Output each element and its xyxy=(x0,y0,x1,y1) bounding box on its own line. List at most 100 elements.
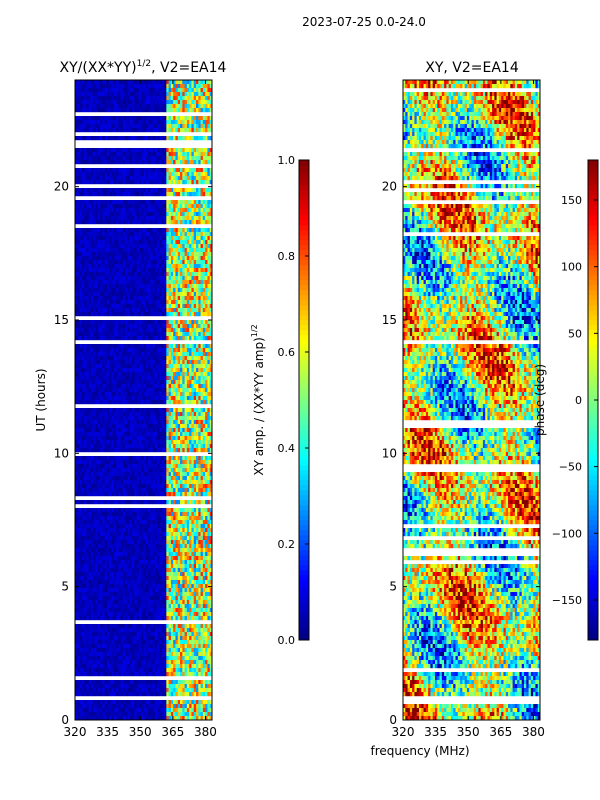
heatmap-cell xyxy=(200,300,204,305)
heatmap-cell xyxy=(90,292,94,297)
heatmap-cell xyxy=(193,400,197,405)
heatmap-cell xyxy=(161,172,165,177)
heatmap-cell xyxy=(180,208,183,213)
heatmap-cell xyxy=(150,436,154,441)
heatmap-cell xyxy=(170,396,174,401)
heatmap-cell xyxy=(157,360,160,365)
heatmap-cell xyxy=(109,232,112,237)
heatmap-cell xyxy=(157,368,160,373)
heatmap-cell xyxy=(111,336,115,341)
heatmap-cell xyxy=(113,324,117,329)
heatmap-cell xyxy=(120,380,124,385)
heatmap-cell xyxy=(175,396,179,401)
heatmap-cell xyxy=(120,160,124,165)
heatmap-cell xyxy=(143,220,147,225)
heatmap-cell xyxy=(143,312,147,317)
heatmap-cell xyxy=(116,288,119,293)
heatmap-cell xyxy=(157,180,160,185)
heatmap-cell xyxy=(93,308,96,313)
heatmap-cell xyxy=(209,248,213,253)
heatmap-cell xyxy=(127,408,131,413)
heatmap-cell xyxy=(180,436,183,441)
heatmap-cell xyxy=(86,240,90,245)
heatmap-cell xyxy=(186,148,190,153)
heatmap-cell xyxy=(186,276,190,281)
heatmap-cell xyxy=(93,244,96,249)
heatmap-cell xyxy=(84,236,87,241)
heatmap-cell xyxy=(88,288,92,293)
heatmap-cell xyxy=(122,344,126,349)
heatmap-cell xyxy=(186,160,190,165)
heatmap-cell xyxy=(93,116,96,121)
heatmap-cell xyxy=(182,172,185,177)
heatmap-cell xyxy=(141,248,144,253)
heatmap-cell xyxy=(132,136,135,141)
heatmap-cell xyxy=(200,240,204,245)
heatmap-cell xyxy=(134,264,138,269)
heatmap-cell xyxy=(184,252,188,257)
heatmap-cell xyxy=(196,160,199,165)
heatmap-cell xyxy=(193,260,197,265)
heatmap-cell xyxy=(106,376,110,381)
heatmap-cell xyxy=(168,392,172,397)
heatmap-cell xyxy=(154,228,158,233)
heatmap-cell xyxy=(186,152,190,157)
heatmap-cell xyxy=(109,392,112,397)
heatmap-cell xyxy=(88,100,92,105)
heatmap-cell xyxy=(104,176,108,181)
heatmap-cell xyxy=(129,208,133,213)
heatmap-cell xyxy=(209,172,213,177)
heatmap-cell xyxy=(106,412,110,417)
heatmap-cell xyxy=(122,104,126,109)
heatmap-cell xyxy=(75,200,78,205)
heatmap-cell xyxy=(138,88,142,93)
heatmap-cell xyxy=(118,440,122,445)
heatmap-cell xyxy=(175,128,179,133)
heatmap-cell xyxy=(166,332,170,337)
heatmap-cell xyxy=(97,368,101,373)
heatmap-cell xyxy=(79,96,83,101)
heatmap-cell xyxy=(202,124,206,129)
heatmap-cell xyxy=(182,268,185,273)
heatmap-cell xyxy=(138,136,142,141)
heatmap-cell xyxy=(132,128,135,133)
heatmap-cell xyxy=(196,320,199,325)
heatmap-cell xyxy=(120,456,124,461)
heatmap-cell xyxy=(182,160,185,165)
heatmap-cell xyxy=(150,200,154,205)
heatmap-cell xyxy=(154,108,158,113)
heatmap-cell xyxy=(125,444,128,449)
heatmap-cell xyxy=(207,308,211,313)
heatmap-cell xyxy=(141,444,144,449)
heatmap-cell xyxy=(182,236,185,241)
heatmap-cell xyxy=(205,360,208,365)
heatmap-cell xyxy=(97,392,101,397)
heatmap-cell xyxy=(77,152,80,157)
heatmap-cell xyxy=(93,348,96,353)
heatmap-cell xyxy=(157,428,160,433)
heatmap-cell xyxy=(100,296,103,301)
heatmap-cell xyxy=(152,444,156,449)
heatmap-cell xyxy=(198,160,201,165)
heatmap-cell xyxy=(129,172,133,177)
heatmap-cell xyxy=(120,392,124,397)
heatmap-cell xyxy=(104,240,108,245)
heatmap-cell xyxy=(138,240,142,245)
heatmap-cell xyxy=(186,444,190,449)
heatmap-cell xyxy=(95,232,99,237)
heatmap-cell xyxy=(145,96,149,101)
heatmap-cell xyxy=(104,444,108,449)
heatmap-cell xyxy=(159,216,163,221)
heatmap-cell xyxy=(136,428,140,433)
heatmap-cell xyxy=(136,108,140,113)
heatmap-cell xyxy=(106,328,110,333)
heatmap-cell xyxy=(134,348,138,353)
heatmap-cell xyxy=(177,324,181,329)
heatmap-cell xyxy=(180,300,183,305)
heatmap-cell xyxy=(116,308,119,313)
heatmap-cell xyxy=(77,192,80,197)
heatmap-cell xyxy=(111,376,115,381)
heatmap-cell xyxy=(193,308,197,313)
heatmap-cell xyxy=(132,348,135,353)
heatmap-cell xyxy=(116,448,119,453)
